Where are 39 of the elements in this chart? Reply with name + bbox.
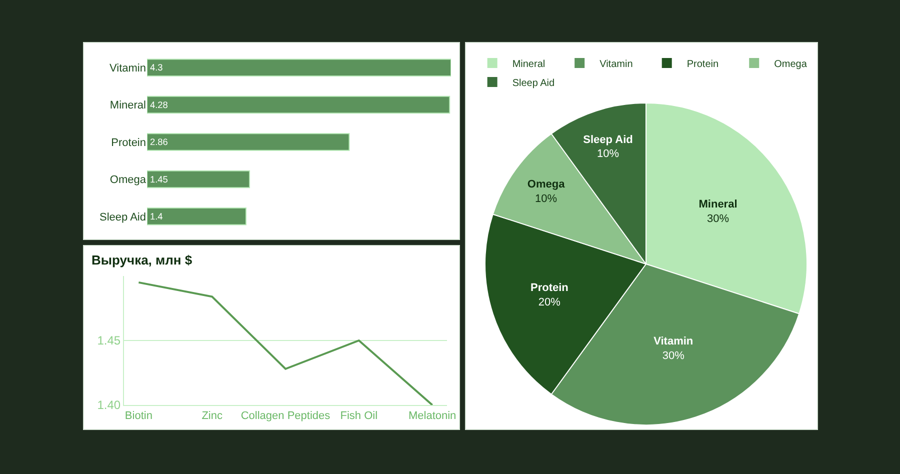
- data-label: 30%: [706, 212, 730, 225]
- data-label: 20%: [538, 296, 561, 308]
- slice-label: Omega: [527, 178, 566, 191]
- legend-label: Sleep Aid: [512, 78, 555, 89]
- data-label: 4.3: [150, 62, 163, 73]
- chart-title: Выручка, млн $: [92, 252, 193, 268]
- data-label: 10%: [596, 148, 620, 160]
- data-label: 1.4: [150, 211, 163, 222]
- slice-label: Mineral: [698, 198, 738, 211]
- slice-label: Sleep Aid: [583, 134, 633, 146]
- y-tick-label: Mineral: [110, 100, 146, 112]
- data-label: 4.28: [150, 100, 168, 110]
- slice-label: Protein: [530, 282, 569, 294]
- legend-label: Omega: [774, 58, 808, 70]
- legend-label: Mineral: [512, 58, 546, 70]
- data-label: 2.86: [150, 137, 168, 148]
- data-label: 1.45: [150, 174, 168, 184]
- x-tick-label: Melatonin: [408, 410, 456, 422]
- y-tick-label: Vitamin: [110, 62, 146, 74]
- y-tick-label: Omega: [110, 174, 147, 186]
- x-tick-label: Biotin: [124, 410, 152, 422]
- slice-label: Vitamin: [654, 335, 694, 348]
- bar: [147, 208, 246, 226]
- y-tick-label: 1.45: [97, 334, 121, 348]
- data-label: 10%: [535, 192, 558, 205]
- bar: [147, 133, 350, 151]
- y-tick-label: Protein: [111, 136, 146, 149]
- bar: [147, 96, 450, 114]
- bar: [147, 170, 250, 188]
- x-tick-label: Collagen Peptides: [240, 410, 331, 422]
- legend-label: Protein: [686, 58, 719, 70]
- x-tick-label: Fish Oil: [340, 410, 378, 422]
- legend-label: Vitamin: [600, 58, 633, 70]
- data-label: 30%: [662, 350, 685, 362]
- line-series: [138, 281, 434, 405]
- y-tick-label: 1.40: [97, 398, 121, 412]
- y-tick-label: Sleep Aid: [100, 211, 146, 224]
- bar: [147, 58, 451, 76]
- x-tick-label: Zinc: [202, 410, 223, 422]
